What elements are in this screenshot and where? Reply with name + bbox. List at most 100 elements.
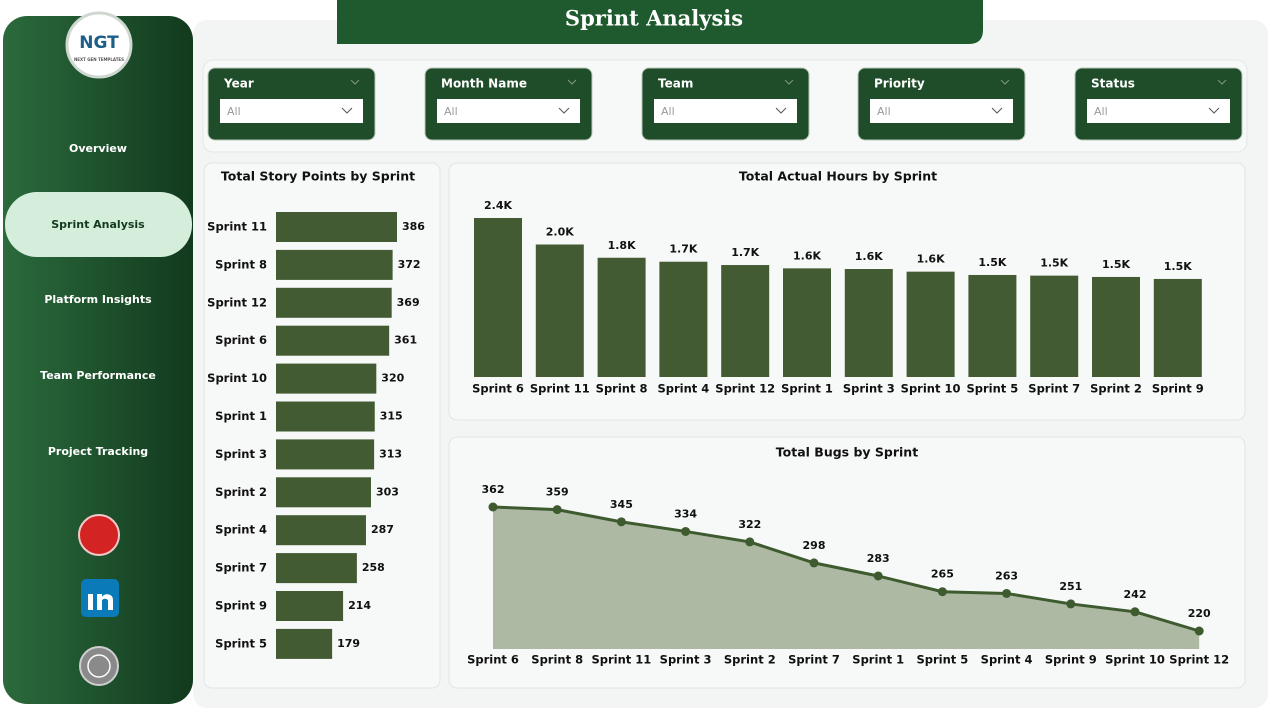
dropdown[interactable] bbox=[1087, 99, 1230, 123]
category-label: Sprint 1 bbox=[781, 382, 833, 396]
nav-item[interactable]: Platform Insights bbox=[44, 293, 152, 306]
point bbox=[616, 517, 626, 527]
value-label: 179 bbox=[337, 637, 360, 650]
bar bbox=[474, 218, 522, 377]
dropdown-value: All bbox=[1094, 105, 1108, 118]
value-label: 1.5K bbox=[1102, 258, 1130, 271]
point bbox=[488, 502, 498, 512]
category-label: Sprint 2 bbox=[215, 485, 267, 499]
value-label: 1.6K bbox=[793, 249, 821, 262]
page-title: Sprint Analysis bbox=[565, 6, 743, 31]
category-label: Sprint 9 bbox=[215, 599, 267, 613]
value-label: 322 bbox=[738, 518, 761, 531]
chart-title: Total Story Points by Sprint bbox=[221, 169, 415, 184]
bar bbox=[276, 515, 366, 546]
bar bbox=[276, 477, 371, 508]
filter-label: Team bbox=[658, 77, 693, 91]
web-icon[interactable] bbox=[79, 646, 119, 686]
bar bbox=[276, 363, 377, 394]
bar bbox=[276, 591, 344, 621]
nav-item[interactable]: Sprint Analysis bbox=[51, 218, 145, 231]
logo bbox=[65, 11, 133, 79]
value-label: 2.4K bbox=[484, 199, 512, 212]
nav-active-bg bbox=[5, 192, 192, 257]
web-glyph bbox=[87, 654, 111, 678]
value-label: 372 bbox=[398, 258, 421, 271]
bar bbox=[1153, 278, 1202, 377]
dropdown[interactable] bbox=[437, 99, 580, 123]
filter-label: Month Name bbox=[441, 77, 527, 91]
chart-title: Total Actual Hours by Sprint bbox=[739, 169, 937, 184]
chevron bbox=[1208, 107, 1220, 114]
dropdown-value: All bbox=[877, 105, 891, 118]
category-label: Sprint 12 bbox=[207, 295, 267, 309]
value-label: 359 bbox=[546, 486, 569, 499]
category-label: Sprint 4 bbox=[657, 382, 709, 396]
category-label: Sprint 2 bbox=[1090, 382, 1142, 396]
point bbox=[1194, 626, 1204, 636]
category-label: Sprint 5 bbox=[966, 382, 1018, 396]
category-label: Sprint 11 bbox=[207, 220, 267, 234]
line bbox=[492, 505, 1200, 633]
category-label: Sprint 3 bbox=[843, 382, 895, 396]
category-label: Sprint 7 bbox=[788, 653, 840, 667]
bar bbox=[906, 271, 955, 377]
chevron bbox=[991, 107, 1003, 114]
category-label: Sprint 6 bbox=[472, 382, 524, 396]
value-label: 362 bbox=[482, 483, 505, 496]
value-label: 214 bbox=[348, 599, 371, 612]
value-label: 2.0K bbox=[546, 226, 574, 239]
category-label: Sprint 6 bbox=[215, 333, 267, 347]
category-label: Sprint 8 bbox=[596, 382, 648, 396]
dropdown[interactable] bbox=[220, 99, 363, 123]
value-label: 298 bbox=[803, 539, 826, 552]
category-label: Sprint 8 bbox=[531, 653, 583, 667]
filter-label: Status bbox=[1091, 77, 1135, 91]
filter-label: Priority bbox=[874, 77, 925, 91]
point bbox=[937, 587, 947, 597]
dropdown-value: All bbox=[227, 105, 241, 118]
value-label: 1.5K bbox=[1164, 260, 1192, 273]
youtube-icon[interactable] bbox=[78, 514, 120, 556]
filter-label: Year bbox=[223, 77, 254, 91]
point bbox=[552, 505, 562, 515]
category-label: Sprint 12 bbox=[715, 382, 775, 396]
nav-item[interactable]: Project Tracking bbox=[48, 445, 148, 458]
category-label: Sprint 3 bbox=[215, 447, 267, 461]
bar bbox=[276, 325, 390, 356]
value-label: 1.8K bbox=[608, 239, 636, 252]
chevron bbox=[567, 79, 577, 85]
value-label: 220 bbox=[1188, 607, 1211, 620]
category-label: Sprint 10 bbox=[207, 371, 267, 385]
category-label: Sprint 2 bbox=[724, 653, 776, 667]
header-tab bbox=[337, 0, 983, 44]
value-label: 361 bbox=[394, 334, 417, 347]
value-label: 334 bbox=[674, 507, 697, 520]
bar bbox=[276, 553, 357, 584]
point bbox=[681, 526, 691, 536]
value-label: 315 bbox=[380, 410, 403, 423]
bar bbox=[659, 261, 708, 377]
category-label: Sprint 7 bbox=[215, 561, 267, 575]
bar bbox=[844, 269, 893, 377]
category-label: Sprint 5 bbox=[916, 653, 968, 667]
value-label: 1.6K bbox=[855, 250, 883, 263]
bar bbox=[276, 628, 333, 659]
value-label: 283 bbox=[867, 552, 890, 565]
bar bbox=[597, 257, 646, 377]
value-label: 386 bbox=[402, 220, 425, 233]
value-label: 345 bbox=[610, 498, 633, 511]
category-label: Sprint 3 bbox=[660, 653, 712, 667]
bar bbox=[276, 249, 393, 280]
category-label: Sprint 4 bbox=[981, 653, 1033, 667]
nav-item[interactable]: Team Performance bbox=[40, 369, 156, 382]
chevron bbox=[350, 79, 360, 85]
point bbox=[745, 537, 755, 547]
chevron bbox=[558, 107, 570, 114]
dropdown[interactable] bbox=[870, 99, 1013, 123]
nav-item[interactable]: Overview bbox=[69, 142, 127, 155]
point bbox=[1066, 599, 1076, 609]
dropdown[interactable] bbox=[654, 99, 797, 123]
point bbox=[1130, 607, 1140, 617]
